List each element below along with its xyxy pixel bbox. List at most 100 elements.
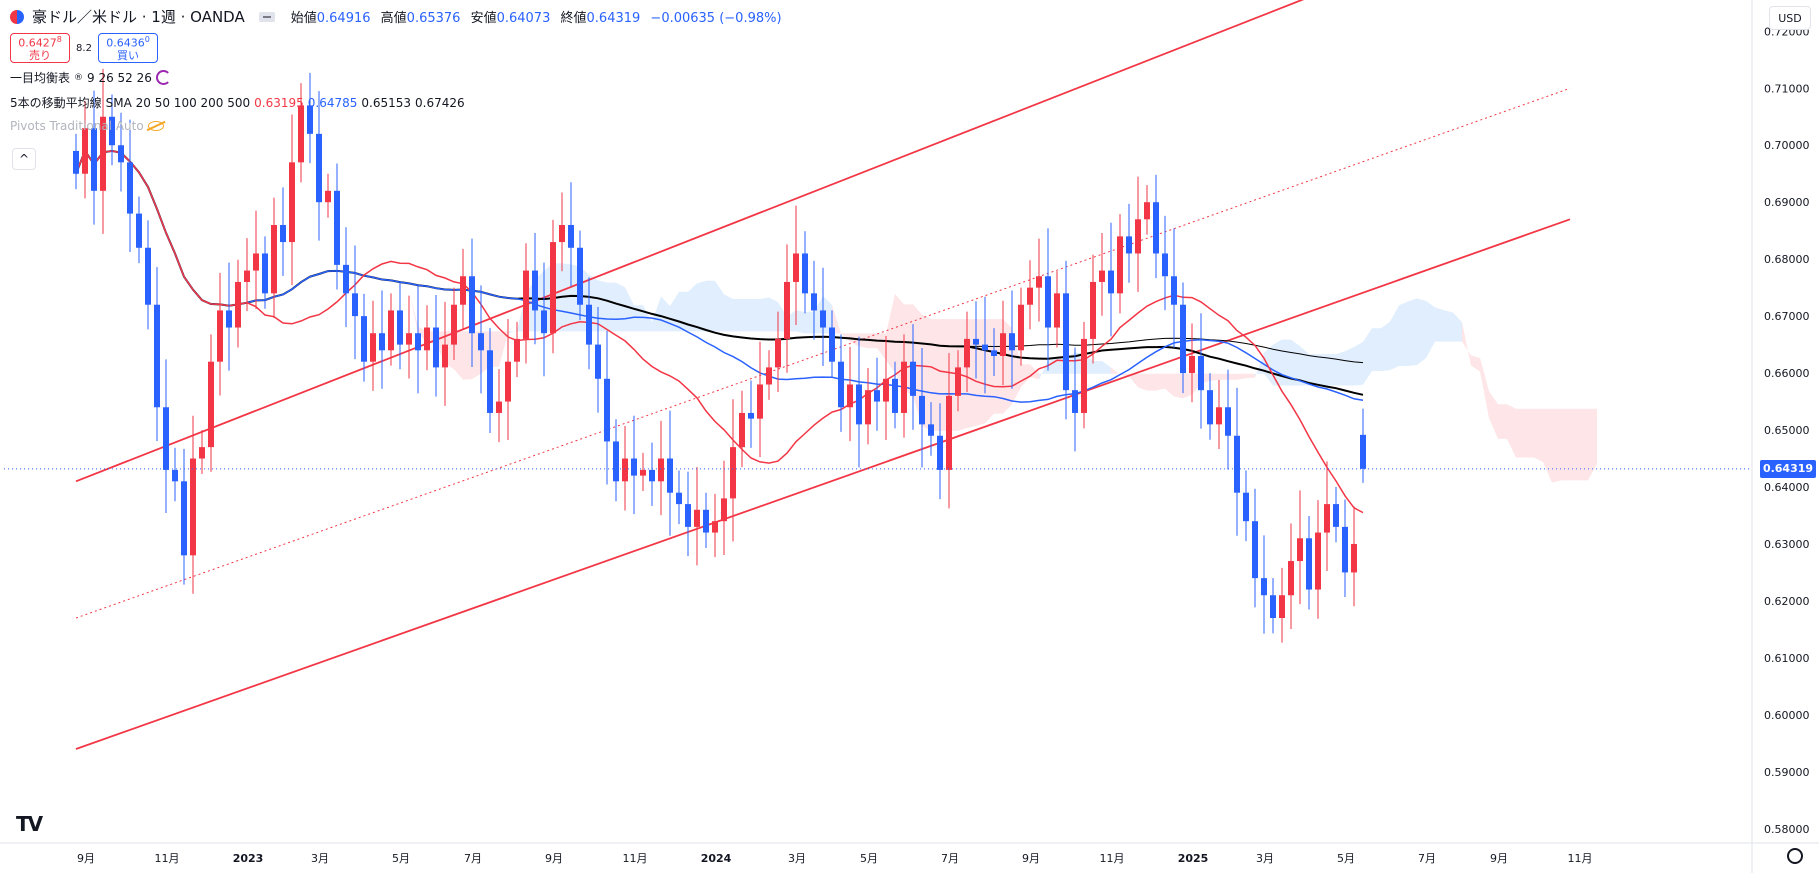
refresh-icon[interactable] <box>155 70 171 85</box>
ichimoku-cloud-segment <box>328 151 337 158</box>
gear-icon[interactable] <box>1787 848 1803 864</box>
candle-body <box>721 498 727 522</box>
time-tick-label: 2024 <box>701 852 732 865</box>
ichimoku-cloud-segment <box>391 255 400 291</box>
sma-legend[interactable]: 5本の移動平均線 SMA 20 50 100 200 500 0.63195 0… <box>10 94 788 111</box>
ichimoku-cloud-segment <box>751 298 760 332</box>
ichimoku-cloud-segment <box>1399 301 1408 367</box>
candle-body <box>667 458 673 493</box>
candle-body <box>649 469 655 482</box>
candle-body <box>820 310 826 328</box>
candle-body <box>1108 270 1114 294</box>
candle-body <box>487 350 493 413</box>
candle-body <box>397 310 403 345</box>
candle-body <box>712 521 718 533</box>
ichimoku-cloud-segment <box>724 294 733 332</box>
candle-body <box>748 412 754 419</box>
ichimoku-cloud-segment <box>1507 404 1516 458</box>
candle-body <box>235 281 241 328</box>
ichimoku-cloud-segment <box>1390 305 1399 371</box>
ichimoku-cloud-segment <box>742 298 751 332</box>
eye-hidden-icon[interactable] <box>147 121 164 131</box>
time-tick-label: 7月 <box>1418 852 1436 865</box>
open-label: 始値 <box>290 11 317 26</box>
ichimoku-cloud-segment <box>1255 352 1264 378</box>
candle-body <box>415 333 421 351</box>
time-tick-label: 2023 <box>233 852 264 865</box>
currency-button[interactable]: USD <box>1769 6 1811 30</box>
candle-body <box>1153 202 1159 254</box>
pivots-legend[interactable]: Pivots Traditional Auto <box>10 119 788 133</box>
candle-body <box>739 412 745 448</box>
candle-body <box>82 128 88 174</box>
time-tick-label: 9月 <box>1022 852 1040 865</box>
candle-body <box>199 447 205 459</box>
ichimoku-cloud-segment <box>1138 373 1147 391</box>
buy-button[interactable]: 0.64360 買い <box>98 33 158 63</box>
ichimoku-legend[interactable]: 一目均衡表 ® 9 26 52 26 <box>10 69 788 86</box>
time-tick-label: 11月 <box>155 852 180 865</box>
candle-body <box>1063 293 1069 391</box>
candle-body <box>1144 202 1150 220</box>
ichimoku-cloud-segment <box>1552 408 1561 483</box>
ichimoku-cloud-segment <box>355 151 364 161</box>
ichimoku-cloud-segment <box>598 280 607 332</box>
ichimoku-cloud-segment <box>859 333 868 349</box>
ichimoku-cloud-segment <box>886 294 895 373</box>
candle-body <box>1027 287 1033 305</box>
collapse-indicators-button[interactable]: ^ <box>12 148 36 170</box>
candle-body <box>145 247 151 305</box>
ichimoku-cloud-segment <box>1228 373 1237 380</box>
candle-body <box>523 270 529 339</box>
candle-body <box>1036 276 1042 288</box>
ichimoku-cloud-segment <box>1300 346 1309 386</box>
price-tick-label: 0.61000 <box>1764 652 1810 665</box>
candle-body <box>694 509 700 527</box>
ichimoku-cloud-segment <box>1165 373 1174 397</box>
collapse-glyph: ^ <box>18 152 30 166</box>
time-tick-label: 11月 <box>1568 852 1593 865</box>
ichimoku-cloud-segment <box>1210 373 1219 381</box>
low-label: 安値 <box>470 11 497 26</box>
candle-body <box>811 293 817 311</box>
symbol-title[interactable]: 豪ドル／米ドル · 1週 · OANDA <box>32 8 245 26</box>
candle-body <box>1117 236 1123 294</box>
ichimoku-cloud-segment <box>634 305 643 332</box>
ichimoku-cloud-segment <box>1291 339 1300 386</box>
ichimoku-cloud-segment <box>1237 373 1246 380</box>
ichimoku-cloud-segment <box>796 310 805 334</box>
ichimoku-cloud-segment <box>1345 347 1354 386</box>
candle-body <box>1297 538 1303 562</box>
candle-body <box>982 344 988 351</box>
candle-body <box>307 105 313 134</box>
close-label: 終値 <box>560 11 587 26</box>
ichimoku-cloud-segment <box>1093 360 1102 374</box>
candle-body <box>343 264 349 294</box>
ichimoku-cloud-segment <box>1336 351 1345 386</box>
price-tick-label: 0.65000 <box>1764 424 1810 437</box>
buy-price-sup: 0 <box>144 35 150 45</box>
candle-body <box>586 304 592 345</box>
time-tick-label: 3月 <box>1256 852 1274 865</box>
candle-body <box>325 190 331 203</box>
candle-body <box>658 458 664 482</box>
ichimoku-cloud-segment <box>1516 408 1525 458</box>
candle-body <box>442 344 448 368</box>
channel-line <box>75 0 1305 483</box>
channel-line <box>75 218 1571 750</box>
candle-body <box>1189 355 1195 374</box>
price-tick-label: 0.66000 <box>1764 367 1810 380</box>
candle-body <box>1099 270 1105 282</box>
candle-body <box>1171 276 1177 305</box>
candle-body <box>928 424 934 436</box>
collapse-legend-button[interactable] <box>258 11 275 22</box>
last-price-label: 0.64319 <box>1760 459 1816 478</box>
sell-button[interactable]: 0.64278 売り <box>10 33 70 63</box>
time-tick-label: 3月 <box>788 852 806 865</box>
ichimoku-cloud-segment <box>1525 408 1534 458</box>
price-tick-label: 0.70000 <box>1764 139 1810 152</box>
ichimoku-cloud-segment <box>706 280 715 332</box>
pivots-label: Pivots Traditional Auto <box>10 119 144 133</box>
ichimoku-cloud-segment <box>463 331 472 380</box>
